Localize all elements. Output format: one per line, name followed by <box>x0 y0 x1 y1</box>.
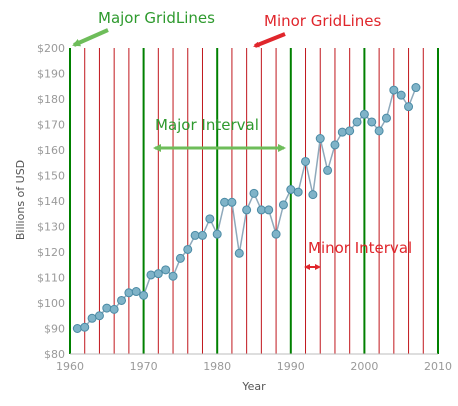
data-point <box>80 322 90 332</box>
data-point <box>389 85 399 95</box>
data-point <box>323 165 333 175</box>
data-point <box>139 290 149 300</box>
x-tick-label: 1980 <box>203 360 231 373</box>
data-point <box>264 205 274 215</box>
data-point <box>87 313 97 323</box>
data-point <box>330 140 340 150</box>
data-point <box>345 126 355 136</box>
data-point <box>411 83 421 93</box>
y-axis-title: Billions of USD <box>14 160 27 240</box>
y-tick-label: $100 <box>37 297 65 310</box>
data-point <box>161 265 171 275</box>
data-point <box>117 295 127 305</box>
y-tick-labels: $80 $90 $100 $110 $120 $130 $140 $150 $160 $170 $1… <box>37 42 65 361</box>
data-point <box>183 244 193 254</box>
annotation-major-interval: Major Interval <box>155 116 259 134</box>
data-point <box>109 304 119 314</box>
data-point <box>249 188 259 198</box>
data-point <box>94 311 104 321</box>
annotation-minor-gridlines: Minor GridLines <box>264 12 381 30</box>
x-tick-label: 2000 <box>350 360 378 373</box>
x-tick-label: 1960 <box>56 360 84 373</box>
data-point <box>374 126 384 136</box>
y-tick-label: $150 <box>37 170 65 183</box>
data-point <box>242 205 252 215</box>
major-gridlines <box>69 48 439 354</box>
data-point <box>205 214 215 224</box>
data-point <box>293 187 303 197</box>
y-tick-label: $200 <box>37 42 65 55</box>
data-point <box>72 324 82 333</box>
y-tick-label: $140 <box>37 195 65 208</box>
data-point <box>278 200 288 210</box>
data-point <box>131 287 141 297</box>
data-point <box>124 288 134 298</box>
x-tick-label: 1970 <box>130 360 158 373</box>
x-tick-labels: 1960 1970 1980 1990 2000 2010 <box>56 360 452 373</box>
y-tick-label: $120 <box>37 246 65 259</box>
annotation-minor-gridlines-arrow <box>253 32 286 48</box>
data-point <box>197 230 207 240</box>
data-point <box>271 229 281 239</box>
data-point <box>352 117 362 127</box>
data-point <box>404 102 414 112</box>
annotation-major-gridlines-arrow <box>72 28 109 47</box>
data-point <box>168 271 178 281</box>
data-point <box>286 185 296 195</box>
data-point <box>220 197 230 207</box>
data-point <box>256 205 266 215</box>
annotation-minor-interval: Minor Interval <box>308 239 412 257</box>
y-tick-label: $170 <box>37 119 65 132</box>
x-tick-label: 1990 <box>277 360 305 373</box>
annotation-major-gridlines: Major GridLines <box>98 9 215 27</box>
data-point <box>359 109 369 119</box>
data-point <box>175 253 185 263</box>
data-point <box>396 90 406 100</box>
data-point <box>367 117 377 127</box>
data-point <box>308 190 318 200</box>
data-point <box>337 127 347 137</box>
y-tick-label: $160 <box>37 144 65 157</box>
data-point <box>234 248 244 258</box>
y-tick-label: $130 <box>37 221 65 234</box>
data-point <box>153 269 163 279</box>
x-axis-title: Year <box>241 380 266 393</box>
data-point <box>381 113 391 123</box>
minor-gridlines <box>84 48 424 354</box>
y-tick-label: $190 <box>37 68 65 81</box>
y-tick-label: $180 <box>37 93 65 106</box>
data-point <box>227 197 237 207</box>
data-point <box>146 270 156 280</box>
data-point <box>190 230 200 240</box>
y-tick-label: $80 <box>44 348 65 361</box>
y-tick-label: $90 <box>44 323 65 336</box>
data-point <box>315 134 325 144</box>
data-point <box>301 156 311 166</box>
data-point <box>212 229 222 239</box>
y-tick-label: $110 <box>37 272 65 285</box>
data-point <box>102 303 112 313</box>
x-tick-label: 2010 <box>424 360 452 373</box>
data-series <box>72 83 421 333</box>
